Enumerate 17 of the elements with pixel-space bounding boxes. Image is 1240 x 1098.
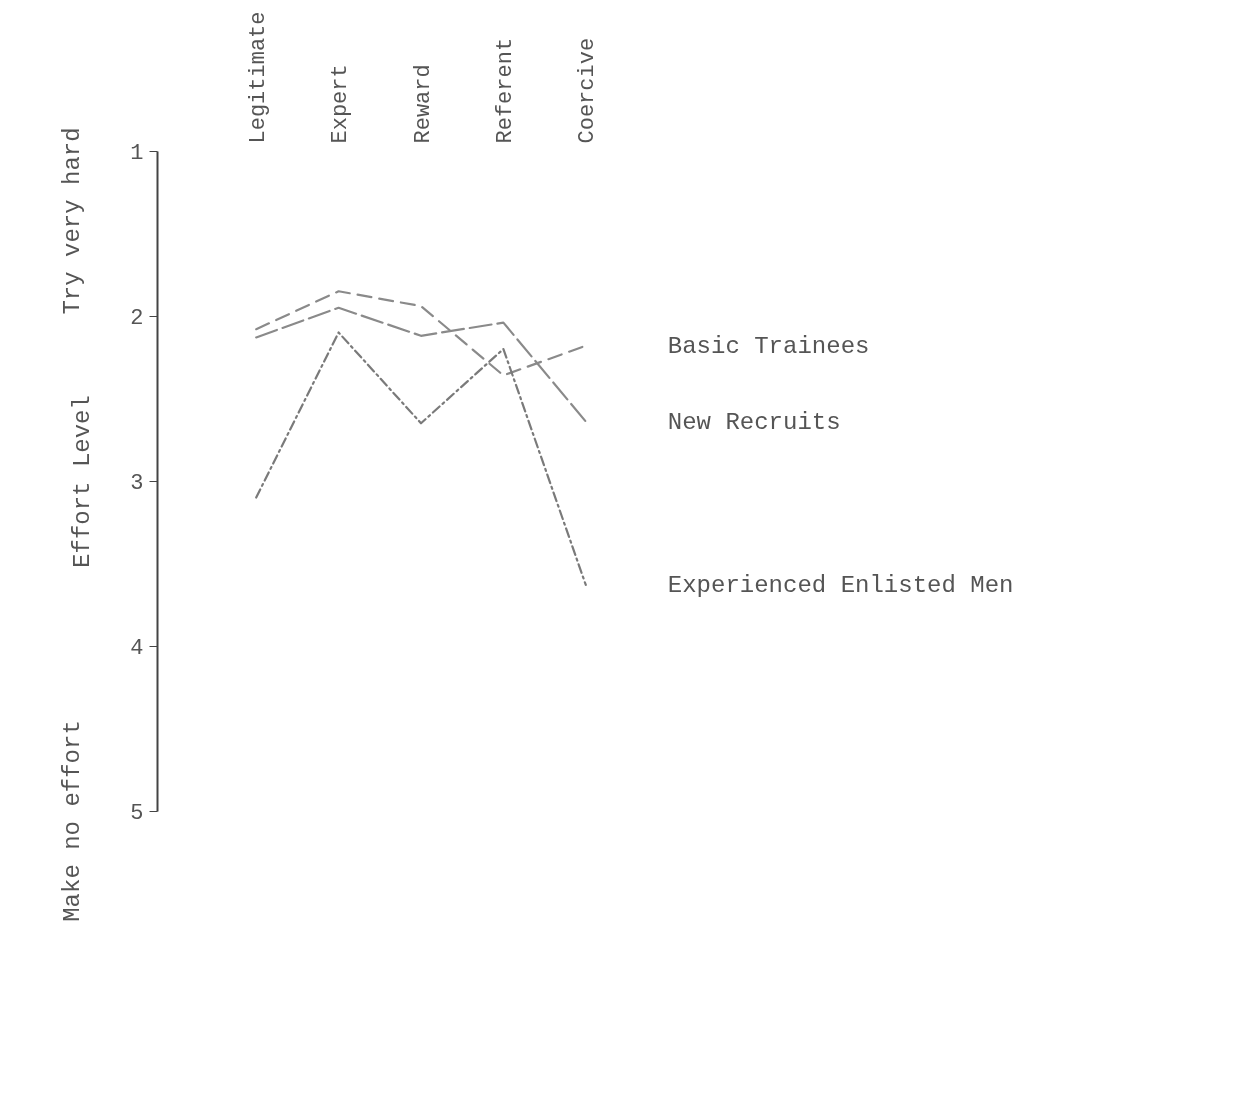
y-tick-label: 1 [130,140,144,166]
x-tick-label: Reward [410,64,436,144]
line-series [255,331,587,587]
y-tick-label: 3 [130,470,144,496]
x-tick-label: Legitimate [245,11,271,144]
text: New Recruits [667,408,841,436]
text: Make no effort [59,720,86,922]
y-tick-label: 2 [130,305,144,331]
x-tick-label: Referent [492,37,518,144]
text: Basic Trainees [667,332,870,360]
x-tick-label: Expert [328,64,354,144]
y-axis-title: Effort Level [69,395,97,568]
text: Try very hard [59,127,86,315]
text: Experienced Enlisted Men [667,571,1014,599]
y-tick-label: 5 [130,800,144,826]
y-tick-label: 4 [130,635,144,661]
x-tick-label: Coercive [575,37,601,144]
